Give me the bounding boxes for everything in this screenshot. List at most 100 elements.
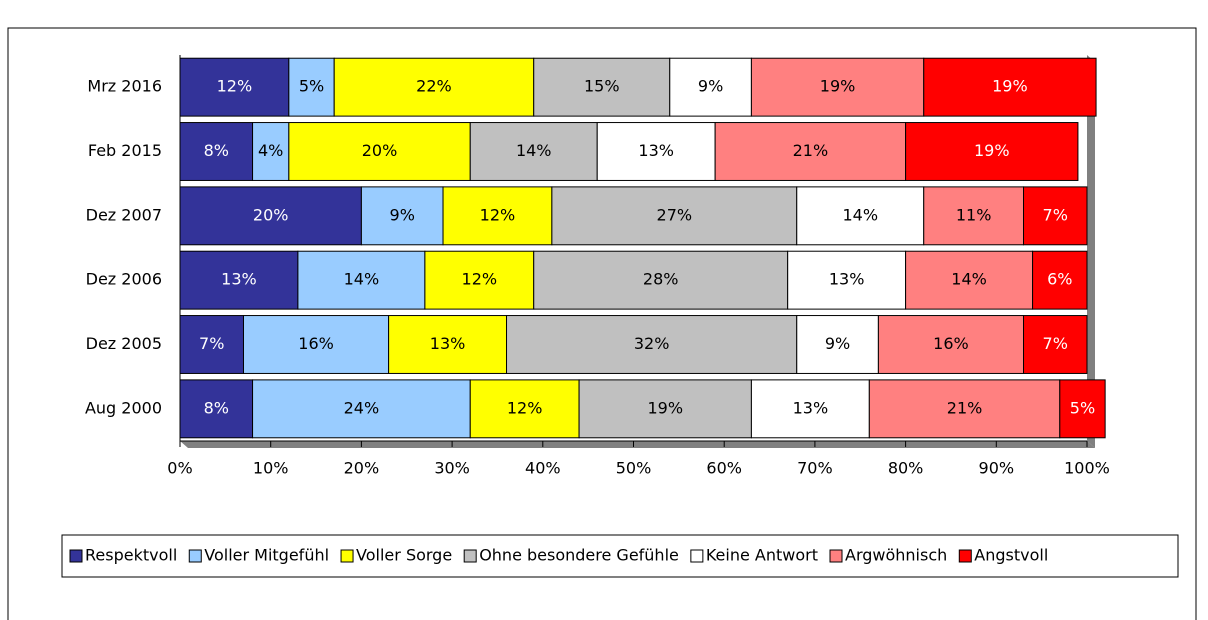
data-label: 19%: [820, 77, 856, 96]
data-label: 12%: [507, 398, 543, 417]
bar-segment: [1059, 379, 1106, 439]
bar-segment: [750, 379, 870, 439]
x-tick-label: 40%: [525, 459, 561, 478]
bar-segment: [424, 250, 535, 310]
legend-label: Ohne besondere Gefühle: [479, 546, 679, 565]
legend-swatch: [188, 549, 202, 563]
data-label: 12%: [217, 77, 253, 96]
bar-segment: [469, 122, 598, 181]
legend-label: Argwöhnisch: [845, 546, 947, 565]
y-tick-label: Aug 2000: [85, 398, 162, 417]
legend-box: [61, 534, 1179, 578]
bar-segment: [388, 315, 508, 374]
legend-swatch: [958, 549, 972, 563]
legend-swatch: [69, 549, 83, 563]
bar-segment: [578, 379, 752, 439]
data-label: 9%: [825, 334, 850, 353]
bar-segment: [787, 250, 907, 310]
data-label: 19%: [647, 398, 683, 417]
y-tick-label: Dez 2007: [86, 205, 162, 224]
x-tick-label: 100%: [1064, 459, 1110, 478]
data-label: 5%: [299, 77, 324, 96]
data-label: 12%: [462, 270, 498, 289]
x-tick-label: 50%: [616, 459, 652, 478]
bar-segment: [252, 379, 471, 439]
data-label: 19%: [974, 141, 1010, 160]
data-label: 11%: [956, 205, 992, 224]
data-label: 22%: [416, 77, 452, 96]
bar-segment: [1023, 186, 1088, 246]
data-label: 14%: [842, 205, 878, 224]
legend-label: Angstvoll: [974, 546, 1048, 565]
legend-swatch: [690, 549, 704, 563]
bar-segment: [333, 57, 535, 117]
data-label: 13%: [793, 398, 829, 417]
data-label: 15%: [584, 77, 620, 96]
data-label: 7%: [199, 334, 224, 353]
bar-segment: [252, 122, 290, 181]
bar-segment: [506, 315, 798, 374]
bar-segment: [179, 379, 254, 439]
y-tick-label: Dez 2006: [86, 270, 162, 289]
data-label: 28%: [643, 270, 679, 289]
bar-segment: [669, 57, 752, 117]
x-tick-label: 70%: [797, 459, 833, 478]
bar-segment: [442, 186, 553, 246]
plot-side: [1087, 55, 1095, 448]
bar-segment: [179, 250, 299, 310]
data-label: 12%: [480, 205, 516, 224]
data-label: 14%: [516, 141, 552, 160]
data-label: 5%: [1070, 398, 1095, 417]
data-label: 6%: [1047, 270, 1072, 289]
y-tick-label: Dez 2005: [86, 334, 162, 353]
data-label: 7%: [1043, 334, 1068, 353]
bar-segment: [179, 122, 254, 181]
legend-swatch: [463, 549, 477, 563]
y-tick-label: Mrz 2016: [87, 77, 162, 96]
bar-segment: [1023, 315, 1088, 374]
x-tick-label: 30%: [434, 459, 470, 478]
bar-segment: [596, 122, 716, 181]
x-tick-label: 10%: [253, 459, 289, 478]
data-label: 16%: [933, 334, 969, 353]
x-tick-label: 0%: [167, 459, 192, 478]
x-tick-label: 90%: [979, 459, 1015, 478]
bar-segment: [923, 186, 1025, 246]
legend-label: Keine Antwort: [706, 546, 818, 565]
bar-segment: [469, 379, 580, 439]
data-label: 13%: [221, 270, 257, 289]
bar-segment: [533, 250, 789, 310]
data-label: 7%: [1043, 205, 1068, 224]
bar-segment: [868, 379, 1061, 439]
data-label: 20%: [253, 205, 289, 224]
data-label: 9%: [698, 77, 723, 96]
bar-segment: [360, 186, 444, 246]
bar-segment: [877, 315, 1025, 374]
data-label: 16%: [298, 334, 334, 353]
data-label: 32%: [634, 334, 670, 353]
bar-segment: [242, 315, 390, 374]
bar-segment: [1032, 250, 1088, 310]
data-label: 13%: [829, 270, 865, 289]
bar-segment: [533, 57, 671, 117]
data-label: 20%: [362, 141, 398, 160]
plot-floor: [180, 441, 1095, 448]
data-label: 13%: [638, 141, 674, 160]
data-label: 8%: [204, 141, 229, 160]
bar-segment: [551, 186, 798, 246]
data-label: 27%: [657, 205, 693, 224]
data-label: 14%: [951, 270, 987, 289]
data-label: 13%: [430, 334, 466, 353]
legend-swatch: [340, 549, 354, 563]
legend-label: Voller Sorge: [356, 546, 452, 565]
data-label: 21%: [793, 141, 829, 160]
bar-segment: [750, 57, 925, 117]
data-label: 9%: [390, 205, 415, 224]
bar-segment: [796, 186, 925, 246]
data-label: 24%: [344, 398, 380, 417]
legend-swatch: [829, 549, 843, 563]
x-tick-label: 80%: [888, 459, 924, 478]
bar-segment: [905, 122, 1079, 181]
bar-segment: [288, 122, 471, 181]
bar-segment: [179, 315, 244, 374]
